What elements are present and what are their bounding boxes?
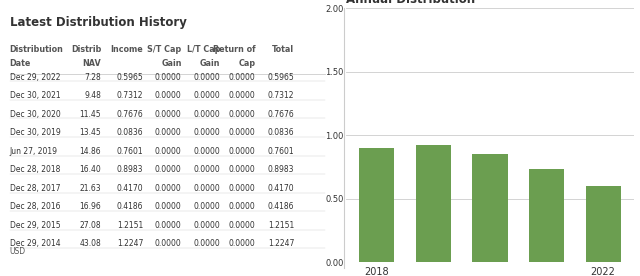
Text: 27.08: 27.08	[79, 221, 101, 230]
Text: 0.0000: 0.0000	[155, 128, 182, 137]
Text: Dec 28, 2018: Dec 28, 2018	[10, 165, 60, 174]
Text: 0.0000: 0.0000	[155, 73, 182, 81]
Text: 0.0000: 0.0000	[229, 239, 256, 248]
Text: 0.0000: 0.0000	[155, 221, 182, 230]
Text: 0.0000: 0.0000	[155, 147, 182, 156]
Text: 0.4170: 0.4170	[268, 184, 294, 193]
Bar	[586, 187, 621, 262]
Text: 1.2151: 1.2151	[268, 221, 294, 230]
Text: 0.0000: 0.0000	[155, 91, 182, 100]
Text: 0.0000: 0.0000	[193, 202, 220, 211]
Text: 0.8983: 0.8983	[268, 165, 294, 174]
Text: 0.4186: 0.4186	[116, 202, 143, 211]
Text: 0.0836: 0.0836	[116, 128, 143, 137]
Text: 0.7676: 0.7676	[116, 110, 143, 119]
Text: Return of: Return of	[213, 45, 256, 54]
Text: Distribution: Distribution	[10, 45, 63, 54]
Text: 0.0000: 0.0000	[229, 91, 256, 100]
Text: 0.0000: 0.0000	[193, 184, 220, 193]
Text: 0.7601: 0.7601	[268, 147, 294, 156]
Text: 0.0000: 0.0000	[229, 110, 256, 119]
Text: 0.4170: 0.4170	[116, 184, 143, 193]
Text: 0.7312: 0.7312	[268, 91, 294, 100]
Text: 1.2151: 1.2151	[117, 221, 143, 230]
Text: 16.96: 16.96	[79, 202, 101, 211]
Text: Cap: Cap	[239, 59, 256, 68]
Text: 0.0000: 0.0000	[229, 184, 256, 193]
Text: 0.0836: 0.0836	[268, 128, 294, 137]
Text: Latest Distribution History: Latest Distribution History	[10, 16, 186, 29]
Text: Dec 29, 2014: Dec 29, 2014	[10, 239, 60, 248]
Text: Dec 28, 2017: Dec 28, 2017	[10, 184, 60, 193]
Text: 0.0000: 0.0000	[229, 73, 256, 81]
Text: 0.5965: 0.5965	[116, 73, 143, 81]
Text: Dec 29, 2022: Dec 29, 2022	[10, 73, 60, 81]
Text: 0.0000: 0.0000	[229, 128, 256, 137]
Text: 43.08: 43.08	[79, 239, 101, 248]
Text: 0.0000: 0.0000	[229, 221, 256, 230]
Text: 0.8983: 0.8983	[116, 165, 143, 174]
Text: 0.0000: 0.0000	[193, 147, 220, 156]
Bar	[360, 148, 394, 262]
Text: 0.0000: 0.0000	[229, 165, 256, 174]
Bar	[529, 169, 564, 262]
Text: USD: USD	[10, 247, 26, 256]
Text: 0.0000: 0.0000	[155, 202, 182, 211]
Text: 16.40: 16.40	[79, 165, 101, 174]
Text: 0.0000: 0.0000	[193, 239, 220, 248]
Text: 0.0000: 0.0000	[193, 128, 220, 137]
Text: 0.0000: 0.0000	[193, 73, 220, 81]
Text: Distrib: Distrib	[71, 45, 101, 54]
Text: 0.4186: 0.4186	[268, 202, 294, 211]
Text: Dec 29, 2015: Dec 29, 2015	[10, 221, 60, 230]
Text: 0.0000: 0.0000	[229, 147, 256, 156]
Text: 9.48: 9.48	[84, 91, 101, 100]
Text: L/T Cap: L/T Cap	[187, 45, 220, 54]
Text: 14.86: 14.86	[79, 147, 101, 156]
Text: 0.0000: 0.0000	[155, 110, 182, 119]
Bar	[472, 154, 508, 262]
Text: Dec 28, 2016: Dec 28, 2016	[10, 202, 60, 211]
Text: 21.63: 21.63	[79, 184, 101, 193]
Text: Income: Income	[110, 45, 143, 54]
Text: Dec 30, 2019: Dec 30, 2019	[10, 128, 60, 137]
Text: NAV: NAV	[83, 59, 101, 68]
Text: 0.0000: 0.0000	[193, 221, 220, 230]
Text: Jun 27, 2019: Jun 27, 2019	[10, 147, 58, 156]
Text: 1.2247: 1.2247	[268, 239, 294, 248]
Text: 0.0000: 0.0000	[229, 202, 256, 211]
Text: 0.5965: 0.5965	[268, 73, 294, 81]
Text: Total: Total	[272, 45, 294, 54]
Text: Dec 30, 2020: Dec 30, 2020	[10, 110, 60, 119]
Text: 0.7312: 0.7312	[116, 91, 143, 100]
Text: 0.0000: 0.0000	[193, 165, 220, 174]
Text: 0.0000: 0.0000	[155, 165, 182, 174]
Text: Gain: Gain	[200, 59, 220, 68]
Text: Date: Date	[10, 59, 31, 68]
Text: Gain: Gain	[161, 59, 182, 68]
Text: S/T Cap: S/T Cap	[147, 45, 182, 54]
Text: 0.7676: 0.7676	[268, 110, 294, 119]
Text: 7.28: 7.28	[84, 73, 101, 81]
Text: Annual Distribution: Annual Distribution	[346, 0, 476, 6]
Text: 1.2247: 1.2247	[116, 239, 143, 248]
Bar	[416, 145, 451, 262]
Text: 0.0000: 0.0000	[155, 184, 182, 193]
Text: 11.45: 11.45	[79, 110, 101, 119]
Text: 0.7601: 0.7601	[116, 147, 143, 156]
Text: 13.45: 13.45	[79, 128, 101, 137]
Text: Dec 30, 2021: Dec 30, 2021	[10, 91, 60, 100]
Text: 0.0000: 0.0000	[155, 239, 182, 248]
Text: 0.0000: 0.0000	[193, 110, 220, 119]
Text: 0.0000: 0.0000	[193, 91, 220, 100]
